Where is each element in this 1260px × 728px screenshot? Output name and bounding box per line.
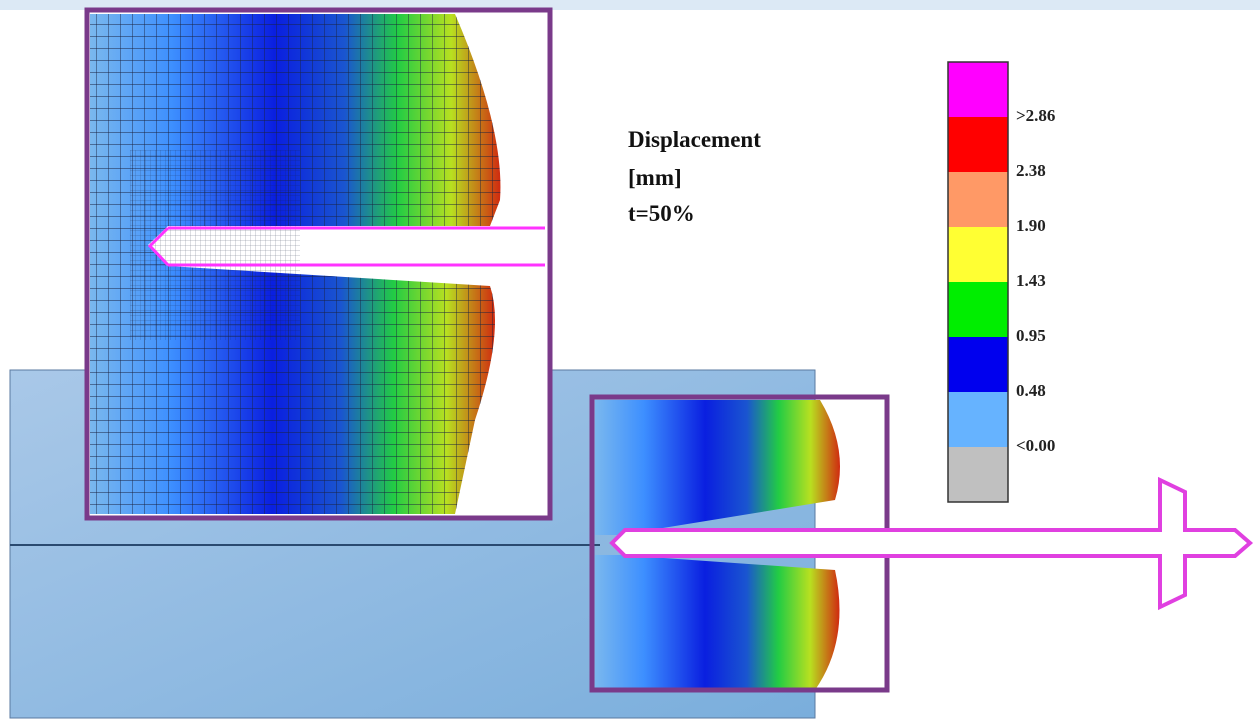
legend-label: 1.43 — [1016, 271, 1046, 290]
legend-swatch — [948, 392, 1008, 447]
legend-label: 0.95 — [1016, 326, 1046, 345]
page: Displacement [mm] t=50% >2.86 2.38 1.90 1.4… — [0, 0, 1260, 728]
legend-swatch — [948, 337, 1008, 392]
legend-swatch — [948, 62, 1008, 117]
legend-label: 1.90 — [1016, 216, 1046, 235]
legend-swatch — [948, 282, 1008, 337]
legend-label: >2.86 — [1016, 106, 1055, 125]
legend-swatch — [948, 172, 1008, 227]
color-legend: >2.86 2.38 1.90 1.43 0.95 0.48 <0.00 — [948, 62, 1055, 502]
legend-swatch — [948, 447, 1008, 502]
legend-label: 2.38 — [1016, 161, 1046, 180]
legend-swatch — [948, 117, 1008, 172]
caption-line: Displacement — [628, 127, 761, 152]
legend-label: 0.48 — [1016, 381, 1046, 400]
caption-line: [mm] — [628, 165, 682, 190]
legend-swatch — [948, 227, 1008, 282]
figure: Displacement [mm] t=50% >2.86 2.38 1.90 1.4… — [0, 0, 1260, 728]
legend-label: <0.00 — [1016, 436, 1055, 455]
caption-line: t=50% — [628, 201, 695, 226]
